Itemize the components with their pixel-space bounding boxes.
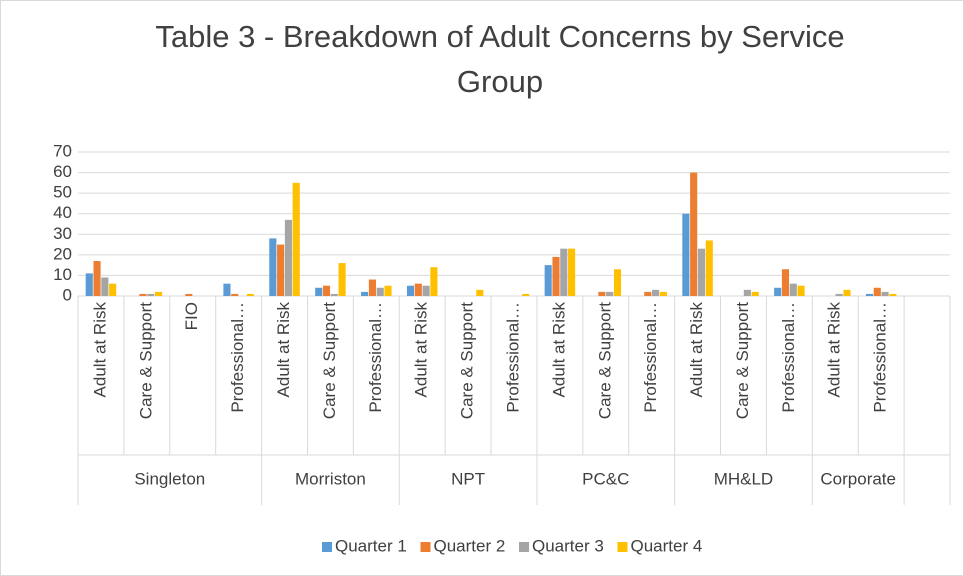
group-label: PC&C xyxy=(582,469,629,488)
x-tick-label: Adult at Risk xyxy=(274,302,293,398)
bar xyxy=(376,287,384,296)
bar xyxy=(185,293,193,296)
bar xyxy=(406,285,415,296)
x-tick-label: Care & Support xyxy=(595,302,614,419)
bar xyxy=(751,291,759,296)
bar xyxy=(544,265,552,296)
x-tick-label: Adult at Risk xyxy=(549,302,568,398)
bar xyxy=(231,293,239,296)
x-tick-label: Adult at Risk xyxy=(412,302,431,398)
group-label: MH&LD xyxy=(714,469,774,488)
bar xyxy=(414,283,422,296)
bar xyxy=(835,293,843,296)
x-tick-label: Professional… xyxy=(779,302,798,413)
x-tick-label: Adult at Risk xyxy=(825,302,844,398)
bar xyxy=(315,287,323,296)
legend-label: Quarter 4 xyxy=(631,536,703,555)
x-tick-label: Care & Support xyxy=(733,302,752,419)
bar xyxy=(476,289,484,296)
bar xyxy=(430,267,438,296)
x-tick-label: Care & Support xyxy=(136,302,155,419)
bar xyxy=(889,293,897,296)
bar xyxy=(269,238,277,296)
legend-swatch xyxy=(617,542,628,552)
y-tick-label: 20 xyxy=(53,244,72,263)
y-tick-label: 70 xyxy=(53,141,72,160)
bar xyxy=(568,248,576,296)
legend-label: Quarter 1 xyxy=(335,536,407,555)
bar xyxy=(93,261,101,296)
bar xyxy=(322,285,331,296)
bar xyxy=(368,279,376,296)
bar xyxy=(843,289,851,296)
bar xyxy=(154,291,163,296)
x-tick-label: Care & Support xyxy=(320,302,339,419)
group-label: Corporate xyxy=(820,469,896,488)
group-label: NPT xyxy=(451,469,485,488)
bar xyxy=(613,269,622,296)
bar xyxy=(652,289,660,296)
x-tick-label: Professional… xyxy=(366,302,385,413)
group-label: Singleton xyxy=(134,469,205,488)
bar xyxy=(284,219,292,296)
legend-label: Quarter 3 xyxy=(532,536,604,555)
x-tick-label: Professional… xyxy=(641,302,660,413)
bar xyxy=(705,240,713,296)
bar xyxy=(522,293,530,296)
group-label: Morriston xyxy=(295,469,366,488)
bar xyxy=(147,293,155,296)
bar xyxy=(881,291,889,296)
bar xyxy=(682,213,690,296)
bar xyxy=(552,256,560,296)
bar xyxy=(873,287,881,296)
bar xyxy=(797,285,805,296)
bar xyxy=(384,285,392,296)
y-tick-label: 40 xyxy=(53,203,72,222)
bar xyxy=(223,283,231,296)
bar xyxy=(85,273,93,296)
bar xyxy=(598,291,606,296)
legend-swatch xyxy=(519,542,529,552)
x-tick-label: Adult at Risk xyxy=(687,302,706,398)
bar xyxy=(246,293,254,296)
bar xyxy=(865,293,874,296)
bar xyxy=(781,269,790,296)
bar xyxy=(338,263,346,296)
y-tick-label: 30 xyxy=(53,224,72,243)
bar xyxy=(774,287,782,296)
chart-title: Table 3 - Breakdown of Adult Concerns by… xyxy=(155,19,845,99)
bar xyxy=(690,172,698,296)
legend-swatch xyxy=(420,542,431,552)
bar xyxy=(644,291,652,296)
y-tick-label: 0 xyxy=(63,285,72,304)
y-tick-label: 50 xyxy=(53,183,72,202)
bar xyxy=(560,248,568,296)
bar xyxy=(292,182,300,296)
bar xyxy=(789,283,797,296)
bar xyxy=(606,291,614,296)
bar xyxy=(277,244,285,296)
bar xyxy=(139,293,147,296)
x-tick-label: Professional… xyxy=(871,302,890,413)
x-tick-label: Professional… xyxy=(228,302,247,413)
x-tick-label: Professional… xyxy=(503,302,522,413)
bar xyxy=(697,248,706,296)
bar xyxy=(330,293,338,296)
legend-swatch xyxy=(322,542,332,552)
x-tick-label: FIO xyxy=(182,302,201,330)
bar xyxy=(361,291,369,296)
bar xyxy=(109,283,117,296)
y-tick-label: 60 xyxy=(53,162,72,181)
bar xyxy=(743,289,751,296)
bar xyxy=(659,291,667,296)
legend-label: Quarter 2 xyxy=(434,536,506,555)
bar xyxy=(101,277,109,296)
x-tick-label: Adult at Risk xyxy=(90,302,109,398)
x-tick-label: Care & Support xyxy=(458,302,477,419)
bar xyxy=(422,285,430,296)
y-tick-label: 10 xyxy=(53,265,72,284)
